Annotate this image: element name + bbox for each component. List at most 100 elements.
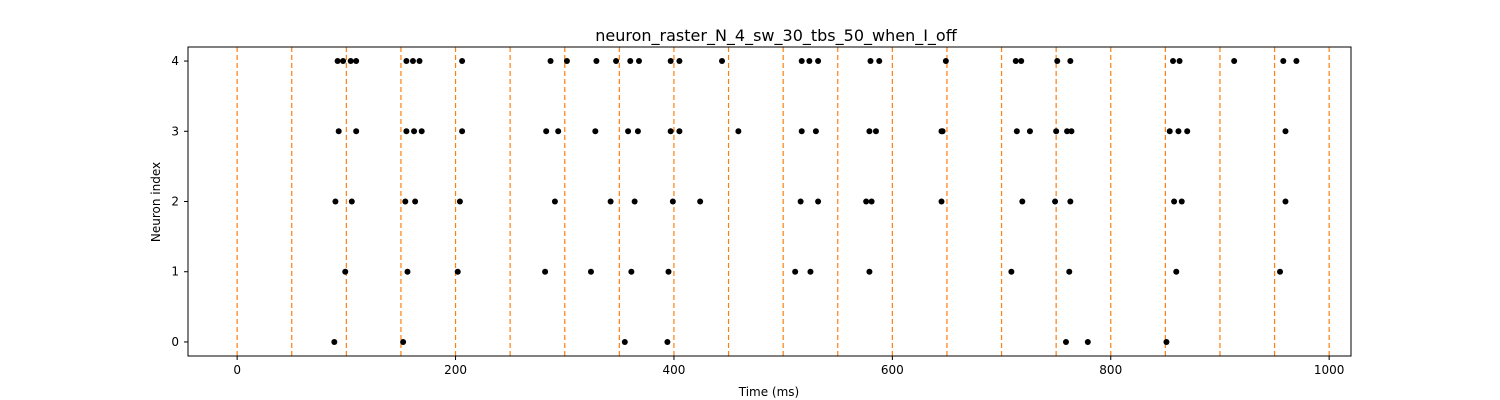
spike-marker-n3-11 bbox=[667, 128, 674, 135]
spike-marker-n2-20 bbox=[1282, 198, 1289, 205]
spike-marker-n3-7 bbox=[555, 128, 562, 135]
spike-marker-n0-4 bbox=[1062, 338, 1069, 345]
spike-marker-n4-19 bbox=[815, 58, 822, 65]
x-tick-label-4: 800 bbox=[1099, 363, 1122, 377]
spike-marker-n1-10 bbox=[1008, 268, 1015, 275]
spike-marker-n4-15 bbox=[676, 58, 683, 65]
spike-marker-n4-16 bbox=[718, 58, 725, 65]
spike-marker-n4-29 bbox=[1231, 58, 1238, 65]
spike-marker-n3-21 bbox=[1026, 128, 1033, 135]
spike-marker-n1-6 bbox=[665, 268, 672, 275]
spike-marker-n1-2 bbox=[454, 268, 461, 275]
spike-marker-n1-8 bbox=[807, 268, 814, 275]
spike-marker-n3-22 bbox=[1053, 128, 1060, 135]
x-axis-label: Time (ms) bbox=[738, 385, 800, 399]
spike-marker-n1-5 bbox=[628, 268, 635, 275]
spike-marker-n3-17 bbox=[872, 128, 879, 135]
spike-marker-n4-2 bbox=[347, 58, 354, 65]
spike-marker-n4-4 bbox=[403, 58, 410, 65]
x-tick-label-0: 0 bbox=[233, 363, 241, 377]
spike-marker-n3-23 bbox=[1064, 128, 1071, 135]
spike-marker-n2-11 bbox=[815, 198, 822, 205]
spike-marker-n3-8 bbox=[592, 128, 599, 135]
spike-marker-n3-2 bbox=[403, 128, 410, 135]
spike-marker-n3-16 bbox=[866, 128, 873, 135]
spike-marker-n4-23 bbox=[1012, 58, 1019, 65]
spike-marker-n4-11 bbox=[613, 58, 620, 65]
spike-marker-n2-13 bbox=[868, 198, 875, 205]
y-tick-label-4: 4 bbox=[171, 54, 179, 68]
spike-marker-n2-8 bbox=[669, 198, 676, 205]
spike-marker-n4-21 bbox=[876, 58, 883, 65]
spike-marker-n4-17 bbox=[798, 58, 805, 65]
spike-marker-n2-3 bbox=[412, 198, 419, 205]
spike-marker-n4-3 bbox=[353, 58, 360, 65]
spike-marker-n4-31 bbox=[1293, 58, 1300, 65]
spike-marker-n4-0 bbox=[334, 58, 341, 65]
spike-marker-n0-3 bbox=[664, 338, 671, 345]
spike-marker-n2-9 bbox=[697, 198, 704, 205]
spike-marker-n4-6 bbox=[416, 58, 423, 65]
spike-marker-n1-11 bbox=[1066, 268, 1073, 275]
spike-marker-n2-6 bbox=[607, 198, 614, 205]
spike-marker-n2-12 bbox=[863, 198, 870, 205]
spike-marker-n4-28 bbox=[1176, 58, 1183, 65]
spike-marker-n2-4 bbox=[456, 198, 463, 205]
spike-marker-n4-7 bbox=[459, 58, 466, 65]
spike-marker-n3-15 bbox=[812, 128, 819, 135]
spike-marker-n3-20 bbox=[1013, 128, 1020, 135]
spike-marker-n1-4 bbox=[587, 268, 594, 275]
x-tick-label-3: 600 bbox=[881, 363, 904, 377]
spike-marker-n3-6 bbox=[543, 128, 550, 135]
spike-marker-n4-22 bbox=[942, 58, 949, 65]
spike-marker-n1-12 bbox=[1173, 268, 1180, 275]
y-axis-label: Neuron index bbox=[149, 162, 163, 242]
spike-marker-n3-1 bbox=[353, 128, 360, 135]
spike-marker-n1-3 bbox=[542, 268, 549, 275]
spike-marker-n2-0 bbox=[332, 198, 339, 205]
spike-marker-n3-9 bbox=[625, 128, 632, 135]
y-tick-label-2: 2 bbox=[171, 195, 179, 209]
spike-marker-n4-8 bbox=[547, 58, 554, 65]
spike-marker-n2-14 bbox=[938, 198, 945, 205]
spike-marker-n3-12 bbox=[676, 128, 683, 135]
y-tick-label-1: 1 bbox=[171, 265, 179, 279]
spike-marker-n2-17 bbox=[1067, 198, 1074, 205]
spike-marker-n3-14 bbox=[798, 128, 805, 135]
spike-marker-n4-25 bbox=[1054, 58, 1061, 65]
x-tick-label-1: 200 bbox=[444, 363, 467, 377]
spike-marker-n3-10 bbox=[634, 128, 641, 135]
spike-marker-n3-27 bbox=[1184, 128, 1191, 135]
spike-marker-n2-16 bbox=[1052, 198, 1059, 205]
spike-marker-n3-24 bbox=[1068, 128, 1075, 135]
spike-marker-n4-13 bbox=[636, 58, 643, 65]
spike-marker-n1-13 bbox=[1277, 268, 1284, 275]
spike-marker-n1-7 bbox=[792, 268, 799, 275]
spike-marker-n3-25 bbox=[1166, 128, 1173, 135]
chart-title: neuron_raster_N_4_sw_30_tbs_50_when_I_of… bbox=[595, 26, 957, 46]
spike-marker-n1-1 bbox=[404, 268, 411, 275]
spike-marker-n4-5 bbox=[409, 58, 416, 65]
spike-marker-n4-30 bbox=[1280, 58, 1287, 65]
spike-marker-n3-19 bbox=[939, 128, 946, 135]
y-axis: 0 1 2 3 4 bbox=[171, 54, 188, 349]
x-tick-label-2: 400 bbox=[662, 363, 685, 377]
spike-marker-n4-24 bbox=[1018, 58, 1025, 65]
spike-marker-n4-12 bbox=[627, 58, 634, 65]
spike-marker-n0-5 bbox=[1084, 338, 1091, 345]
spike-marker-n2-5 bbox=[551, 198, 558, 205]
x-axis: 0 200 400 600 800 1000 bbox=[233, 356, 1344, 377]
spike-marker-n0-2 bbox=[621, 338, 628, 345]
spike-marker-n4-26 bbox=[1067, 58, 1074, 65]
spike-marker-n3-3 bbox=[411, 128, 418, 135]
spike-marker-n2-10 bbox=[797, 198, 804, 205]
spike-marker-n3-26 bbox=[1175, 128, 1182, 135]
spike-marker-n2-1 bbox=[348, 198, 355, 205]
y-tick-label-3: 3 bbox=[171, 124, 179, 138]
spike-marker-n3-4 bbox=[418, 128, 425, 135]
spike-marker-n2-15 bbox=[1019, 198, 1026, 205]
spike-marker-n4-1 bbox=[340, 58, 347, 65]
spike-marker-n4-9 bbox=[563, 58, 570, 65]
spike-marker-n3-0 bbox=[335, 128, 342, 135]
